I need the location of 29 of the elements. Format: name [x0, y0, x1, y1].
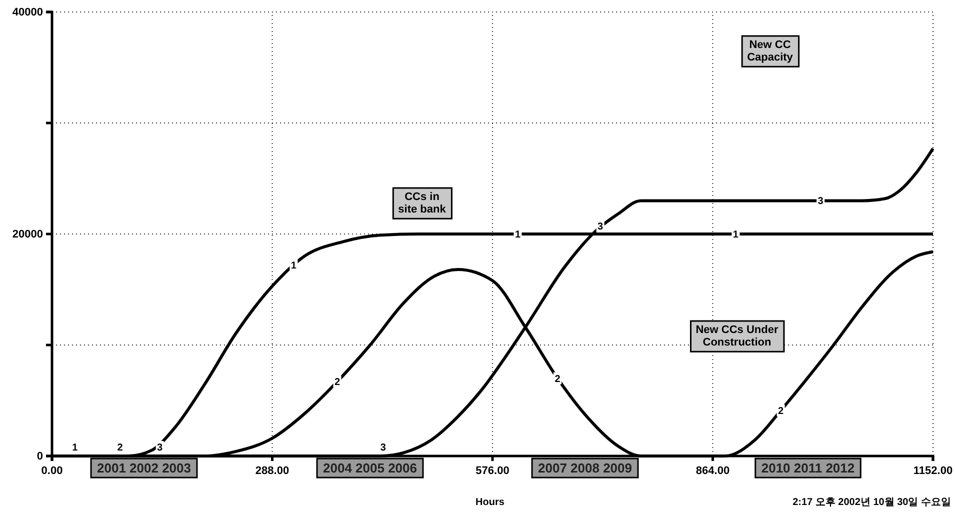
text: 2007 2008 2009 [538, 460, 632, 476]
x-axis-title: Hours [476, 497, 505, 508]
annotation: 1 [72, 442, 78, 454]
x-tick-label: 1152.00 [913, 464, 953, 477]
text: 2010 2011 2012 [761, 460, 855, 476]
annotation: 2 [778, 406, 784, 417]
text: New CCs Under Construction [696, 324, 779, 349]
annotation: 2 [334, 377, 340, 388]
x-tick-label: 576.00 [476, 464, 510, 477]
text: 2004 2005 2006 [323, 460, 417, 476]
series-label: CCs in site bank [398, 191, 447, 216]
annotation: 2 [554, 374, 561, 385]
annotation: 3 [157, 442, 164, 454]
x-tick-label: 864.00 [696, 464, 730, 477]
x-tick-label: 288.00 [255, 464, 290, 477]
annotation: 3 [380, 442, 386, 454]
y-tick-label: 20000 [12, 228, 43, 241]
annotation: 3 [818, 196, 824, 208]
annotation: 1 [290, 260, 297, 272]
y-tick-label: 0 [36, 450, 43, 463]
x-tick-label: 0.00 [41, 464, 63, 477]
annotation: 2 [117, 442, 124, 454]
annotation: 3 [598, 222, 604, 233]
annotation: 1 [514, 230, 521, 240]
text: New CC Capacity [747, 39, 794, 64]
annotation: 1 [732, 230, 739, 240]
text: 2001 2002 2003 [97, 460, 191, 476]
y-tick-label: 40000 [12, 6, 43, 19]
text: 2:17 오후 2002년 10월 30일 수요일 [792, 497, 951, 508]
